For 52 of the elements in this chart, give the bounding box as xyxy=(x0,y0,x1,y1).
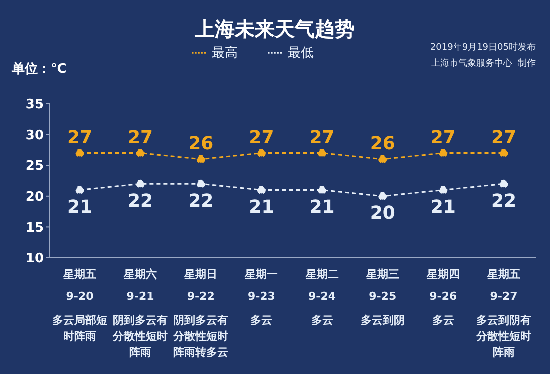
point xyxy=(318,149,327,158)
x-tick-label: 星期二 9-24 多云 xyxy=(304,268,339,327)
x-tick-label: 星期一 9-23 多云 xyxy=(244,268,278,327)
x-tick-label: 星期六 9-21 阴到多云有分散性短时阵雨 xyxy=(112,268,168,359)
data-label: 20 xyxy=(370,203,396,224)
x-tick-label: 星期三 9-25 多云到阴 xyxy=(360,268,405,327)
data-label: 26 xyxy=(188,133,214,154)
y-tick-label: 30 xyxy=(26,128,44,144)
point xyxy=(439,149,448,158)
x-tick-label: 星期四 9-26 多云 xyxy=(426,268,460,327)
data-label: 27 xyxy=(128,127,154,148)
point xyxy=(76,149,84,158)
point xyxy=(136,149,145,158)
data-label: 26 xyxy=(370,133,396,154)
data-label: 27 xyxy=(249,127,274,148)
point xyxy=(196,155,206,164)
x-tick-label: 星期五 9-27 多云到阴有分散性短时阵雨 xyxy=(476,268,532,359)
data-label: 21 xyxy=(310,197,335,218)
data-label: 21 xyxy=(67,197,93,218)
y-axis-title: 单位：℃ xyxy=(12,61,67,78)
point xyxy=(136,180,145,188)
point xyxy=(500,180,508,188)
data-label: 22 xyxy=(128,190,154,212)
point xyxy=(257,149,266,158)
point xyxy=(257,186,266,194)
y-tick-label: 25 xyxy=(26,159,44,174)
text: 2019年9月19日05时发布 xyxy=(430,42,536,54)
legend-label: 最高 xyxy=(212,46,238,61)
text: 上海市气象服务中心 制作 xyxy=(431,58,536,70)
legend-label: 最低 xyxy=(288,46,314,61)
data-label: 27 xyxy=(67,127,93,148)
point xyxy=(318,186,327,194)
x-tick-label: 星期五 9-20 多云局部短时阵雨 xyxy=(52,268,108,343)
x-tick-label: 星期日 9-22 阴到多云有分散性短时阵雨转多云 xyxy=(172,268,229,359)
point xyxy=(500,149,508,158)
data-label: 21 xyxy=(430,197,456,218)
point xyxy=(196,180,206,188)
data-label: 21 xyxy=(249,197,274,218)
point xyxy=(378,155,388,164)
data-label: 22 xyxy=(188,190,214,212)
y-tick-label: 15 xyxy=(26,220,44,236)
data-label: 22 xyxy=(491,190,517,212)
y-tick-label: 10 xyxy=(26,252,44,267)
point xyxy=(439,186,448,194)
data-label: 27 xyxy=(430,127,456,148)
point xyxy=(76,186,84,194)
y-tick-label: 20 xyxy=(26,190,44,206)
point xyxy=(378,192,388,201)
chart-title: 上海未来天气趋势 xyxy=(194,16,356,43)
data-label: 27 xyxy=(491,127,517,148)
data-label: 27 xyxy=(310,127,335,148)
y-tick-label: 35 xyxy=(26,98,44,113)
